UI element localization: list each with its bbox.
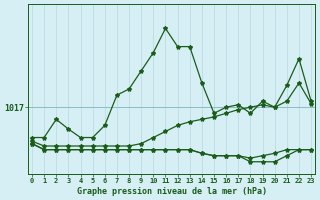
X-axis label: Graphe pression niveau de la mer (hPa): Graphe pression niveau de la mer (hPa) bbox=[76, 187, 267, 196]
